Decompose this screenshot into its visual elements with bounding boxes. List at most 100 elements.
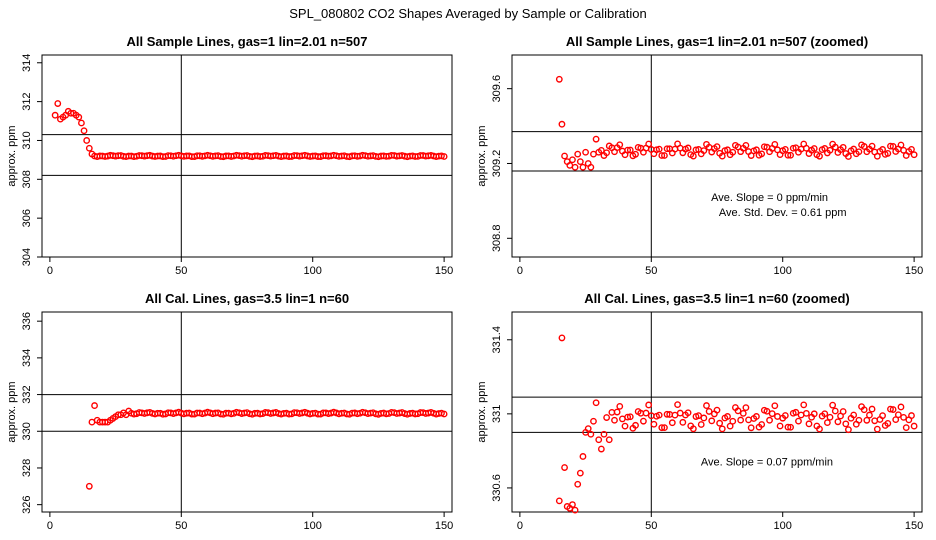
data-point xyxy=(753,146,760,154)
data-point xyxy=(742,141,750,149)
data-point xyxy=(689,152,697,160)
data-point xyxy=(700,147,708,154)
data-point xyxy=(729,417,737,425)
plot-frame xyxy=(511,311,923,513)
data-point xyxy=(781,145,789,153)
y-tick-label: 306 xyxy=(21,209,33,227)
data-point xyxy=(611,416,618,424)
data-point xyxy=(91,402,98,409)
panel-title: All Cal. Lines, gas=3.5 lin=1 n=60 (zoom… xyxy=(584,291,850,306)
data-point xyxy=(624,413,632,421)
data-points xyxy=(51,100,448,161)
data-point xyxy=(805,420,813,428)
x-tick-label: 150 xyxy=(435,520,453,532)
data-point xyxy=(871,417,879,425)
y-axis-label: approx. ppm xyxy=(6,381,18,442)
data-point xyxy=(571,163,579,171)
data-point xyxy=(576,469,584,477)
data-point xyxy=(834,418,842,426)
data-point xyxy=(684,144,692,152)
data-point xyxy=(887,405,894,413)
data-point xyxy=(658,424,666,432)
data-point xyxy=(51,111,59,119)
panel-title: All Sample Lines, gas=1 lin=2.01 n=507 (… xyxy=(566,34,868,49)
data-point xyxy=(766,416,773,424)
y-tick-label: 310 xyxy=(21,131,33,149)
data-point xyxy=(85,482,93,490)
data-point xyxy=(829,401,837,409)
data-point xyxy=(80,127,88,135)
data-point xyxy=(655,411,663,419)
data-point xyxy=(718,152,726,160)
x-tick-label: 0 xyxy=(517,520,523,532)
annotation: Ave. Std. Dev. = 0.61 ppm xyxy=(719,207,847,219)
data-point xyxy=(440,410,448,418)
data-point xyxy=(810,145,818,152)
data-point xyxy=(561,152,568,160)
data-point xyxy=(624,146,632,154)
y-tick-label: 334 xyxy=(21,349,33,367)
panel-1: All Sample Lines, gas=1 lin=2.01 n=507 0 5… xyxy=(6,34,453,277)
y-tick-label: 330.6 xyxy=(491,474,503,502)
data-point xyxy=(792,408,800,416)
data-point xyxy=(626,146,634,154)
data-point xyxy=(866,411,873,419)
data-point xyxy=(684,409,692,417)
data-point xyxy=(616,402,624,410)
data-point xyxy=(768,410,776,418)
panel-title: All Sample Lines, gas=1 lin=2.01 n=507 xyxy=(127,34,368,49)
data-point xyxy=(760,143,768,151)
data-point xyxy=(850,411,858,419)
y-axis-label: approx. ppm xyxy=(476,125,488,186)
y-tick-label: 328 xyxy=(21,459,33,477)
data-point xyxy=(695,412,702,420)
y-tick-label: 308 xyxy=(21,170,33,188)
y-tick-label: 331 xyxy=(491,405,503,423)
data-point xyxy=(697,421,705,428)
data-point xyxy=(626,413,634,421)
data-point xyxy=(758,150,766,158)
data-point xyxy=(574,150,582,158)
data-point xyxy=(555,497,563,505)
x-tick-label: 100 xyxy=(774,265,792,277)
data-point xyxy=(831,143,839,151)
data-point xyxy=(632,421,639,429)
x-tick-label: 150 xyxy=(905,265,923,277)
x-tick-label: 100 xyxy=(774,520,792,532)
data-point xyxy=(83,137,91,144)
data-point xyxy=(54,100,62,107)
data-point xyxy=(734,407,742,415)
data-points xyxy=(555,334,918,514)
data-point xyxy=(889,406,897,413)
data-point xyxy=(823,419,831,426)
data-point xyxy=(561,464,568,471)
data-point xyxy=(908,412,915,419)
data-point xyxy=(826,146,834,154)
data-point xyxy=(663,410,671,418)
panel-2: All Sample Lines, gas=1 lin=2.01 n=507 (… xyxy=(476,34,923,277)
data-point xyxy=(860,143,868,150)
data-point xyxy=(729,148,737,156)
plot-frame xyxy=(41,311,453,513)
annotation: Ave. Slope = 0 ppm/min xyxy=(711,192,828,204)
data-point xyxy=(595,436,603,444)
data-point xyxy=(716,419,724,427)
data-point xyxy=(726,422,734,430)
data-point xyxy=(900,413,907,421)
plot-frame xyxy=(41,54,453,258)
data-point xyxy=(800,401,808,409)
data-point xyxy=(674,401,681,409)
data-point xyxy=(597,146,605,154)
y-tick-label: 312 xyxy=(21,92,33,110)
data-point xyxy=(558,334,566,342)
data-point xyxy=(839,143,847,151)
data-point xyxy=(860,406,868,414)
data-points xyxy=(555,75,918,171)
x-tick-label: 50 xyxy=(175,520,187,532)
data-point xyxy=(737,416,745,424)
x-tick-label: 50 xyxy=(175,265,187,277)
data-point xyxy=(75,113,83,121)
y-axis-label: approx. ppm xyxy=(6,125,18,186)
data-point xyxy=(663,145,671,153)
data-point xyxy=(889,142,897,150)
